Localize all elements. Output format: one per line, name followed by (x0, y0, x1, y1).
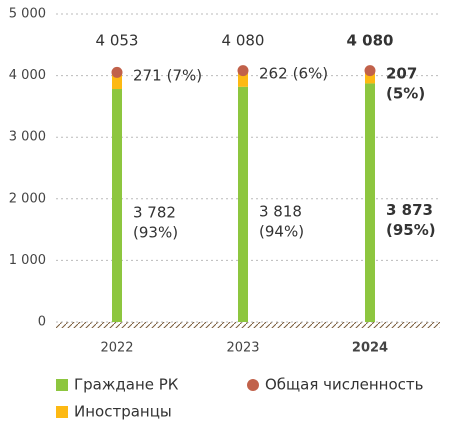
value-label: 271 (133, 66, 162, 84)
data-label: 3 818 (94%) (259, 202, 304, 240)
share-label: (93%) (133, 223, 178, 241)
data-label: 262 (6%) (259, 64, 328, 82)
value-label: 207 (386, 64, 417, 82)
x-tick-label: 2024 (352, 341, 388, 356)
value-label: 3 818 (259, 202, 302, 220)
x-tick-label: 2022 (100, 341, 133, 356)
total-dot (237, 65, 249, 77)
data-label: 207 (5%) (386, 64, 425, 102)
value-label: 262 (259, 64, 288, 82)
y-tick-label: 4 000 (9, 68, 46, 83)
y-tick-label: 0 (38, 315, 46, 330)
value-label: 3 873 (386, 200, 433, 218)
y-tick-label: 2 000 (9, 191, 46, 206)
legend-swatch (56, 379, 68, 391)
data-label: 271 (7%) (133, 66, 202, 84)
bar-segment (238, 86, 248, 322)
share-label: (94%) (259, 222, 304, 240)
share-label: (5%) (386, 84, 425, 102)
total-label: 4 053 (96, 32, 139, 50)
bar-segment (112, 72, 122, 90)
share-label: (95%) (386, 220, 436, 238)
data-label: 3 782 (93%) (133, 203, 178, 241)
y-tick-label: 3 000 (9, 130, 46, 145)
y-tick-label: 5 000 (9, 7, 46, 22)
legend-label: Общая численность (265, 376, 423, 394)
bar-segment (365, 70, 375, 84)
share-label: (7%) (167, 66, 203, 84)
bar-segment (112, 89, 122, 322)
y-tick-label: 1 000 (9, 253, 46, 268)
total-dot (364, 65, 376, 77)
bar-segment (238, 70, 248, 87)
x-tick-label: 2023 (226, 341, 259, 356)
total-dot (111, 66, 123, 78)
share-label: (6%) (293, 64, 329, 82)
ground (56, 322, 440, 328)
data-label: 3 873 (95%) (386, 200, 436, 238)
value-label: 3 782 (133, 203, 176, 221)
legend-swatch (247, 379, 259, 391)
total-label: 4 080 (222, 32, 265, 50)
legend-swatch (56, 406, 68, 418)
legend-label: Граждане РК (74, 376, 179, 394)
bar-segment (365, 83, 375, 322)
legend-label: Иностранцы (74, 403, 172, 421)
total-label: 4 080 (347, 32, 394, 50)
